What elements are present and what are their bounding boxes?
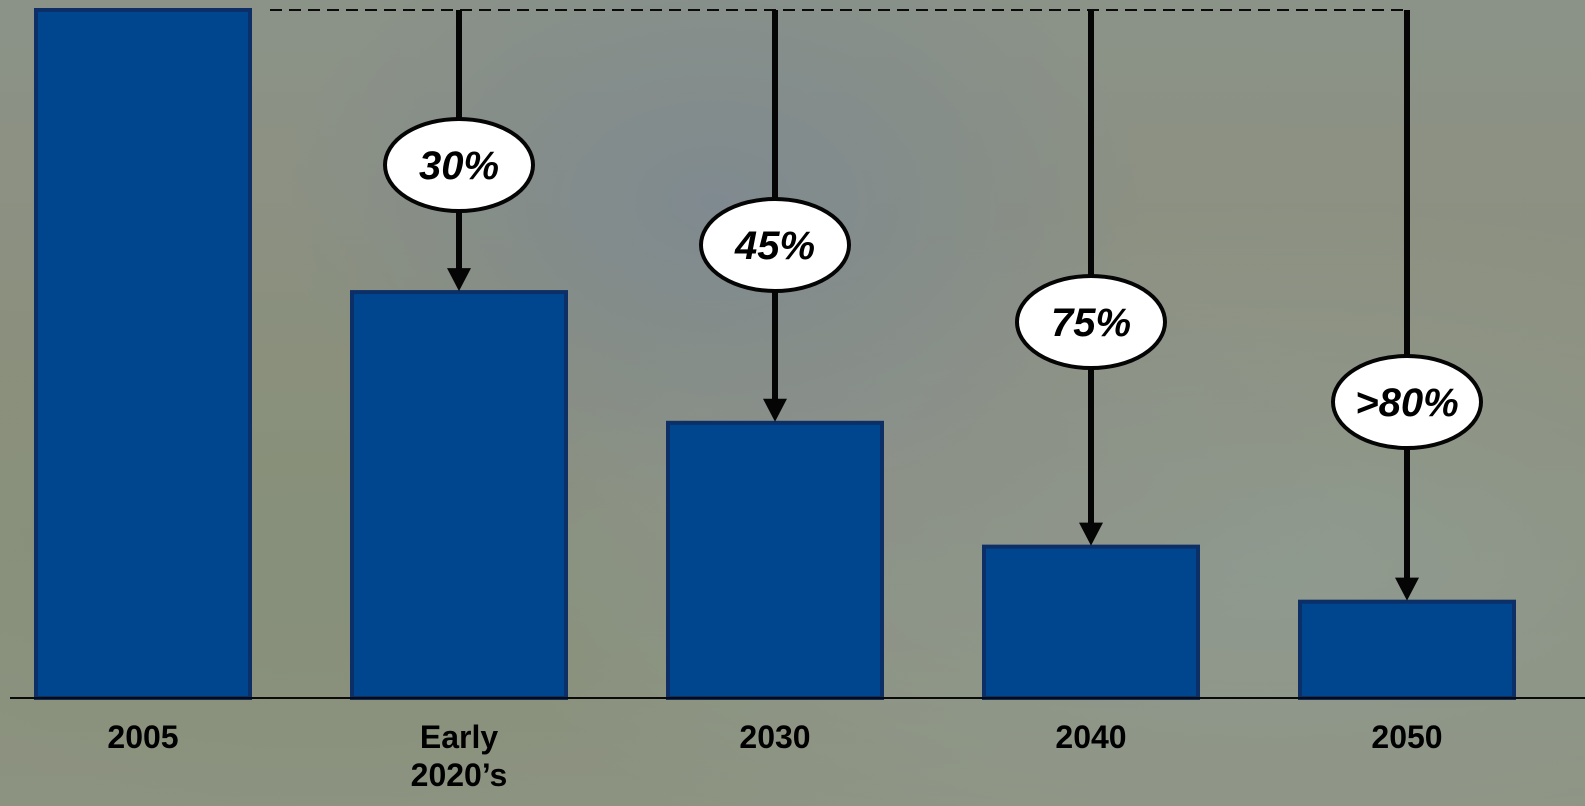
bar-0 bbox=[34, 8, 252, 700]
bars-layer bbox=[34, 8, 1516, 701]
category-label-line: 2040 bbox=[1055, 719, 1126, 755]
category-label-line: Early bbox=[420, 719, 498, 755]
reduction-label: >80% bbox=[1355, 381, 1458, 425]
arrow-head bbox=[447, 268, 471, 292]
category-label-0: 2005 bbox=[107, 719, 178, 755]
reduction-callout bbox=[1015, 274, 1167, 370]
reduction-callout bbox=[383, 117, 535, 213]
category-label-2: 2030 bbox=[739, 719, 810, 755]
reduction-arrow-2: 45% bbox=[699, 10, 851, 422]
reduction-arrow-3: 75% bbox=[1015, 10, 1167, 546]
category-label-line: 2005 bbox=[107, 719, 178, 755]
reduction-callout bbox=[1331, 354, 1483, 450]
category-label-line: 2020’s bbox=[411, 757, 508, 793]
category-label-3: 2040 bbox=[1055, 719, 1126, 755]
bar-2 bbox=[666, 420, 884, 700]
arrow-head bbox=[1395, 577, 1419, 601]
bar-3 bbox=[982, 544, 1200, 701]
arrow-head bbox=[763, 398, 787, 422]
bar-4 bbox=[1298, 599, 1516, 700]
reduction-label: 75% bbox=[1051, 301, 1131, 345]
reduction-label: 30% bbox=[419, 144, 499, 188]
arrow-head bbox=[1079, 522, 1103, 546]
reduction-arrow-4: >80% bbox=[1331, 10, 1483, 601]
reduction-arrow-1: 30% bbox=[383, 10, 535, 292]
bar-1 bbox=[350, 290, 568, 700]
reduction-label: 45% bbox=[734, 224, 815, 268]
category-label-1: Early 2020’s bbox=[411, 719, 508, 793]
category-label-4: 2050 bbox=[1371, 719, 1442, 755]
category-label-line: 2050 bbox=[1371, 719, 1442, 755]
reduction-callout bbox=[699, 197, 851, 293]
category-labels-layer: 2005 Early 2020’s 2030 2040 2050 bbox=[107, 719, 1442, 793]
reduction-arrows-layer: 30% 45% 75% >80% bbox=[383, 10, 1483, 601]
category-label-line: 2030 bbox=[739, 719, 810, 755]
